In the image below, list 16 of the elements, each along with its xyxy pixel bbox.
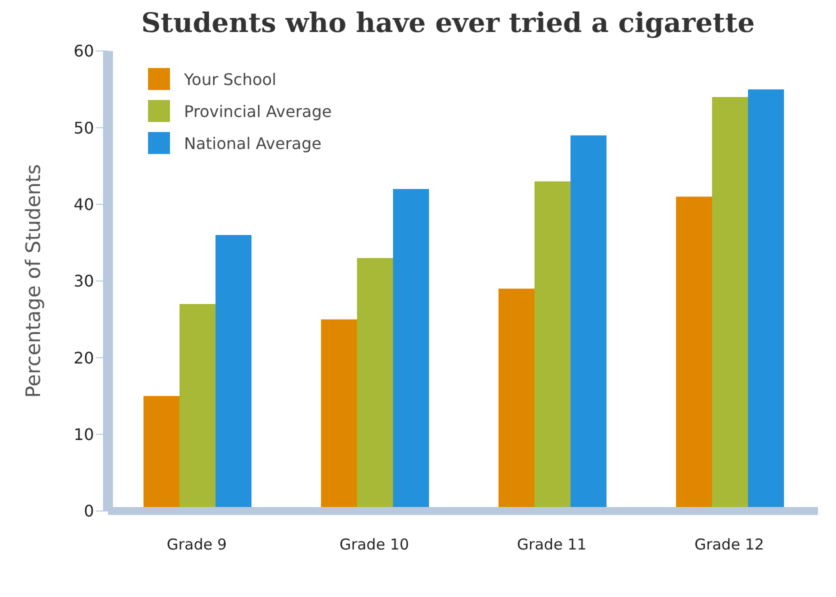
x-tick-label: Grade 12 — [694, 536, 764, 554]
y-tick-label: 10 — [74, 425, 94, 444]
legend-label: Provincial Average — [184, 102, 332, 120]
y-tick-label: 50 — [74, 118, 94, 138]
y-tick-label: 40 — [74, 195, 94, 214]
y-tick-label: 30 — [74, 272, 94, 291]
legend-label: National Average — [184, 134, 322, 152]
chart-title: Students who have ever tried a cigarette — [140, 8, 756, 39]
y-tick-label: 60 — [74, 42, 94, 61]
legend-label: Your School — [184, 70, 276, 88]
x-tick-label: Grade 9 — [166, 536, 227, 554]
y-axis-title: Percentage of Students — [21, 164, 46, 398]
y-tick-label: 20 — [74, 348, 94, 368]
x-tick-label: Grade 11 — [516, 536, 587, 554]
y-tick-label: 0 — [84, 502, 94, 521]
x-tick-label: Grade 10 — [339, 536, 410, 554]
